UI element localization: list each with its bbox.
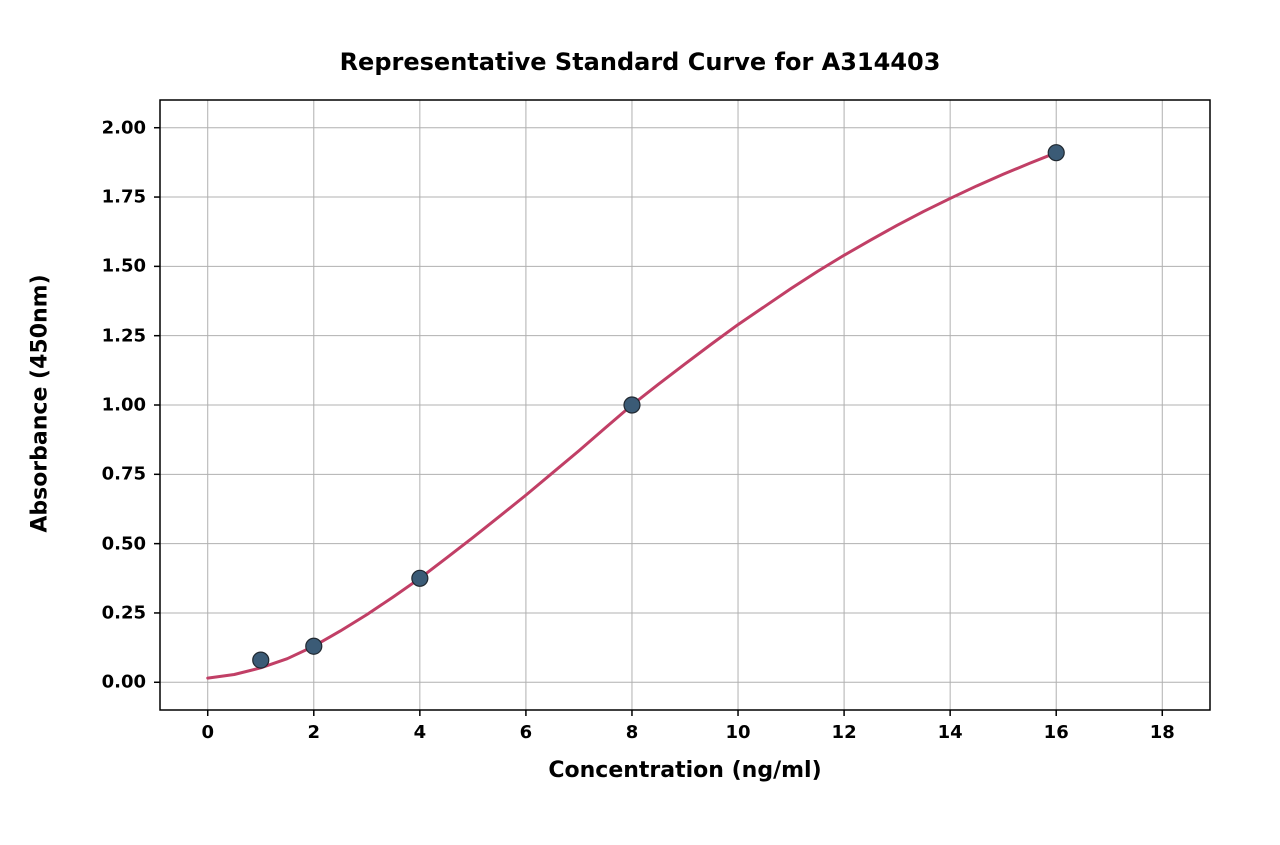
x-tick-label: 0 (201, 722, 214, 743)
x-tick-label: 16 (1044, 722, 1069, 743)
y-axis-label: Absorbance (450nm) (28, 254, 53, 554)
x-tick-label: 4 (414, 722, 427, 743)
x-tick-label: 10 (725, 722, 750, 743)
y-tick-label: 0.75 (92, 464, 146, 485)
data-point (253, 652, 269, 668)
y-tick-label: 2.00 (92, 117, 146, 138)
data-point (412, 570, 428, 586)
data-point (624, 397, 640, 413)
y-tick-label: 1.25 (92, 325, 146, 346)
x-tick-label: 14 (938, 722, 963, 743)
x-tick-label: 12 (832, 722, 857, 743)
x-tick-label: 6 (520, 722, 533, 743)
x-tick-label: 2 (308, 722, 321, 743)
data-point (306, 638, 322, 654)
plot-area (160, 100, 1210, 710)
chart-root: Representative Standard Curve for A31440… (0, 0, 1280, 845)
y-tick-label: 1.75 (92, 187, 146, 208)
y-tick-label: 0.50 (92, 533, 146, 554)
x-tick-label: 8 (626, 722, 639, 743)
y-tick-label: 1.00 (92, 395, 146, 416)
chart-title: Representative Standard Curve for A31440… (0, 48, 1280, 76)
x-tick-label: 18 (1150, 722, 1175, 743)
x-axis-label: Concentration (ng/ml) (160, 758, 1210, 783)
y-tick-label: 0.25 (92, 602, 146, 623)
data-point (1048, 145, 1064, 161)
y-tick-label: 0.00 (92, 672, 146, 693)
y-tick-label: 1.50 (92, 256, 146, 277)
plot-svg (160, 100, 1210, 710)
